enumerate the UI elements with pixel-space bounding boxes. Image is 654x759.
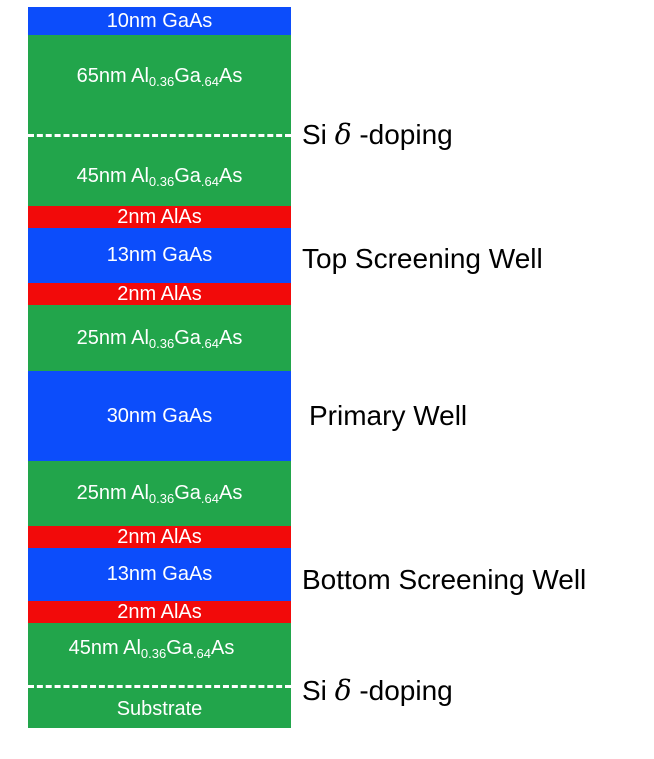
layer-algaas-65nm: 65nm Al0.36Ga.64As	[28, 35, 291, 125]
si-delta-doping-line-bottom	[28, 685, 291, 688]
layer-label: 2nm AlAs	[117, 205, 202, 228]
bottom-screening-well-label: Bottom Screening Well	[302, 564, 587, 595]
layer-label: 45nm Al0.36Ga.64As	[76, 165, 243, 189]
layer-algaas-25nm-lower: 25nm Al0.36Ga.64As	[28, 461, 291, 526]
si-delta-doping-line-top	[28, 134, 291, 137]
layer-label: 2nm AlAs	[117, 282, 202, 305]
si-delta-doping-label-bottom: Si δ -doping	[302, 674, 453, 707]
layer-label: 25nm Al0.36Ga.64As	[76, 482, 243, 506]
primary-well-label: Primary Well	[309, 400, 468, 431]
layer-algaas-45nm-bottom: 45nm Al0.36Ga.64As	[28, 623, 291, 691]
top-screening-well-label: Top Screening Well	[302, 243, 543, 274]
layer-gaas-bottom-screening-well: 13nm GaAs	[28, 548, 291, 601]
layer-gaas-top-screening-well: 13nm GaAs	[28, 228, 291, 283]
layer-label: 25nm Al0.36Ga.64As	[76, 326, 243, 351]
layer-label: 13nm GaAs	[106, 244, 213, 266]
layer-alas-barrier-3: 2nm AlAs	[28, 526, 291, 548]
si-delta-doping-label-top: Si δ -doping	[302, 118, 453, 151]
layer-label: 45nm Al0.36Ga.64As	[68, 637, 235, 661]
layer-gaas-primary-well: 30nm GaAs	[28, 371, 291, 461]
layer-alas-barrier-2: 2nm AlAs	[28, 283, 291, 305]
layer-label: 13nm GaAs	[106, 563, 213, 585]
layer-substrate: Substrate	[28, 691, 291, 728]
layer-label: 30nm GaAs	[106, 404, 213, 427]
layer-label: 2nm AlAs	[117, 600, 202, 623]
layer-label: 65nm Al0.36Ga.64As	[76, 65, 243, 89]
layer-alas-barrier-1: 2nm AlAs	[28, 206, 291, 228]
layer-algaas-25nm-upper: 25nm Al0.36Ga.64As	[28, 305, 291, 371]
layer-label: Substrate	[116, 698, 203, 720]
layer-gaas-cap: 10nm GaAs	[28, 7, 291, 35]
layer-algaas-45nm-top: 45nm Al0.36Ga.64As	[28, 125, 291, 206]
layer-label: 2nm AlAs	[117, 525, 202, 548]
layer-alas-barrier-4: 2nm AlAs	[28, 601, 291, 623]
layer-label: 10nm GaAs	[106, 9, 213, 32]
